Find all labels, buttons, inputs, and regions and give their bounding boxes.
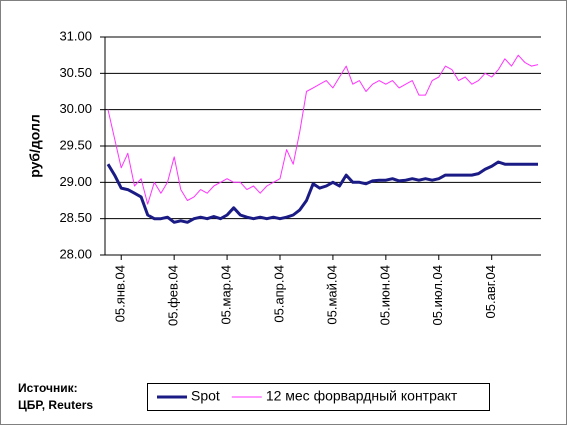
series-line [106, 160, 538, 224]
x-tick-label: 05.янв.04 [113, 265, 128, 322]
y-tick-label: 29.00 [59, 174, 92, 189]
y-axis-label: руб/долл [27, 114, 43, 178]
legend-box [147, 383, 490, 411]
x-tick-label: 05.фев.04 [166, 265, 181, 326]
x-tick-label: 05.апр.04 [271, 265, 286, 323]
y-tick-label: 29.50 [59, 137, 92, 152]
x-tick-label: 05.мар.04 [219, 265, 234, 325]
y-tick-label: 28.50 [59, 210, 92, 225]
source-line: ЦБР, Reuters [18, 398, 93, 412]
x-tick-label: 05.июн.04 [377, 265, 392, 325]
y-tick-label: 28.00 [59, 246, 92, 261]
y-tick-label: 30.00 [59, 101, 92, 116]
x-tick-label: 05.июл.04 [430, 265, 445, 325]
y-tick-label: 30.50 [59, 65, 92, 80]
legend-label: Spot [191, 388, 220, 404]
legend-label: 12 мес форвардный контракт [266, 388, 458, 404]
y-tick-label: 31.00 [59, 28, 92, 43]
series-line [107, 54, 539, 205]
source-line: Источник: [18, 381, 78, 395]
x-tick-label: 05.авг.04 [483, 265, 498, 318]
x-tick-label: 05.май.04 [324, 265, 339, 325]
